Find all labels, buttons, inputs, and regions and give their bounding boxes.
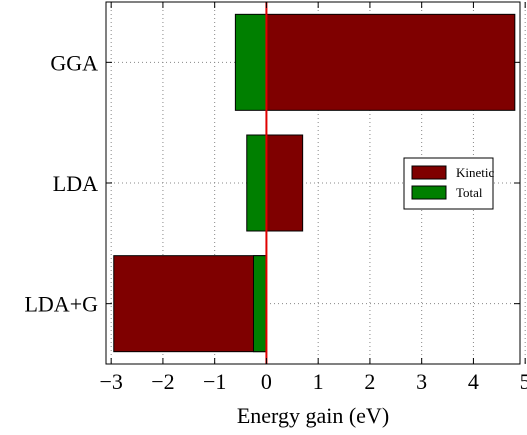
- bars-layer: [113, 13, 516, 353]
- x-tick-label-2: −1: [203, 369, 226, 394]
- bar-kinetic-lda: [265, 134, 304, 232]
- ticks-layer: [106, 2, 526, 364]
- category-label-lda-g: LDA+G: [24, 292, 98, 317]
- legend: Kinetic Total: [403, 157, 494, 210]
- x-tick-label-5: 2: [364, 369, 375, 394]
- x-tick-label-3: 0: [261, 369, 272, 394]
- category-label-gga: GGA: [50, 50, 98, 75]
- x-tick-labels: −3 −2 −1 0 1 2 3 4 5: [99, 369, 527, 394]
- bar-kinetic-lda-g: [113, 255, 267, 353]
- x-tick-label-8: 5: [520, 369, 527, 394]
- legend-label-kinetic: Kinetic: [456, 165, 494, 180]
- bar-total-lda: [246, 134, 267, 232]
- bar-total-gga: [234, 13, 267, 111]
- legend-swatch-kinetic: [411, 165, 447, 180]
- x-axis-label: Energy gain (eV): [237, 403, 389, 428]
- bar-total-lda-g: [252, 255, 267, 353]
- x-tick-label-6: 3: [416, 369, 427, 394]
- bar-kinetic-gga: [265, 13, 516, 111]
- x-tick-label-1: −2: [151, 369, 174, 394]
- x-tick-label-4: 1: [313, 369, 324, 394]
- legend-label-total: Total: [456, 185, 483, 200]
- legend-swatch-total: [411, 185, 447, 200]
- x-tick-label-7: 4: [468, 369, 479, 394]
- category-labels: GGA LDA LDA+G: [24, 50, 98, 316]
- x-tick-label-0: −3: [99, 369, 122, 394]
- category-label-lda: LDA: [53, 171, 98, 196]
